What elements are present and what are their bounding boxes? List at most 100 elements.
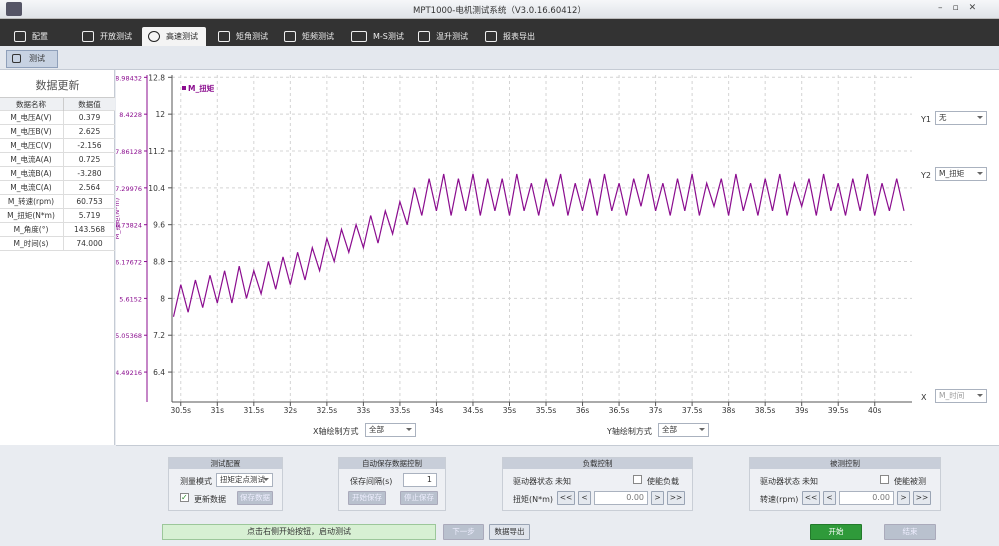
table-cell: 2.625 bbox=[63, 125, 115, 139]
save-button[interactable]: 保存数据 bbox=[237, 491, 273, 505]
y1-select[interactable]: 无 bbox=[935, 111, 987, 125]
table-cell: -2.156 bbox=[63, 139, 115, 153]
stop-button[interactable]: 结束 bbox=[884, 524, 936, 540]
start-save-button[interactable]: 开始保存 bbox=[348, 491, 386, 505]
x-tick-label: 37s bbox=[649, 406, 663, 415]
label: 更新数据 bbox=[194, 495, 226, 504]
group-title: 测试配置 bbox=[169, 458, 282, 469]
step-button[interactable]: > bbox=[651, 491, 664, 505]
table-cell: M_扭矩(N*m) bbox=[7, 211, 55, 220]
y-tick-label: 9.6 bbox=[153, 221, 165, 230]
y-tick-label: 12 bbox=[155, 110, 165, 119]
step-button[interactable]: << bbox=[557, 491, 575, 505]
control-area bbox=[116, 445, 999, 546]
table-cell: M_电压B(V) bbox=[10, 127, 52, 136]
table-header: 数据名称 数据值 bbox=[0, 97, 115, 112]
table-cell: M_电流C(A) bbox=[10, 183, 52, 192]
x-mode-select[interactable]: 全部 bbox=[365, 423, 416, 437]
y-tick-label: 7.2 bbox=[153, 331, 165, 340]
series-line bbox=[172, 173, 905, 317]
table-row: M_扭矩(N*m) 5.719 bbox=[0, 209, 115, 223]
tab[interactable]: 矩频测试 bbox=[278, 27, 338, 46]
load-control-group: 负载控制 驱动器状态 未知 使能负载 扭矩(N*m) << < 0.00 > >… bbox=[502, 457, 693, 511]
test-config-group: 测试配置 测量模式 扭矩定点测试 ✓ 更新数据 保存数据 bbox=[168, 457, 283, 511]
tab[interactable]: M-S测试 bbox=[345, 27, 407, 46]
speed-input[interactable]: 0.00 bbox=[839, 491, 894, 505]
window-title: MPT1000-电机测试系统（V3.0.16.60412） bbox=[413, 6, 586, 16]
tab[interactable]: 开放测试 bbox=[76, 27, 138, 46]
table-cell: 2.564 bbox=[63, 181, 115, 195]
table-row: M_角度(°) 143.568 bbox=[0, 223, 115, 237]
table-cell: 74.000 bbox=[63, 237, 115, 251]
checkbox[interactable] bbox=[880, 475, 889, 484]
x-tick-label: 38.5s bbox=[755, 406, 776, 415]
table-cell: M_电压C(V) bbox=[10, 141, 52, 150]
step-button[interactable]: >> bbox=[913, 491, 931, 505]
y2-label: Y2 bbox=[921, 171, 931, 180]
step-button[interactable]: << bbox=[802, 491, 820, 505]
status-value: 未知 bbox=[555, 477, 571, 486]
table-row: M_电流B(A) -3.280 bbox=[0, 167, 115, 181]
x-tick-label: 36s bbox=[576, 406, 590, 415]
table-cell: 143.568 bbox=[63, 223, 115, 237]
step-button[interactable]: > bbox=[897, 491, 910, 505]
step-button[interactable]: < bbox=[823, 491, 836, 505]
status-value: 未知 bbox=[802, 477, 818, 486]
table-cell: 5.719 bbox=[63, 209, 115, 223]
step-button[interactable]: >> bbox=[667, 491, 685, 505]
step-button[interactable]: < bbox=[578, 491, 591, 505]
select-value: 扭矩定点测试 bbox=[220, 475, 265, 484]
x-tick-label: 40s bbox=[868, 406, 882, 415]
x-input[interactable]: M_时间 bbox=[935, 389, 987, 403]
table-row: M_转速(rpm) 60.753 bbox=[0, 195, 115, 209]
group-title: 负载控制 bbox=[503, 458, 692, 469]
label: 使能被测 bbox=[894, 477, 926, 486]
label: 转速(rpm) bbox=[760, 495, 799, 504]
next-button[interactable]: 下一步 bbox=[443, 524, 484, 540]
label: 测量模式 bbox=[180, 477, 212, 486]
table-row: M_电流A(A) 0.725 bbox=[0, 153, 115, 167]
table-cell: M_转速(rpm) bbox=[7, 197, 55, 206]
mode-select[interactable]: 扭矩定点测试 bbox=[216, 473, 273, 487]
y2-tick-label: 7.86128 bbox=[116, 148, 142, 156]
tab[interactable]: 配置 bbox=[8, 27, 70, 46]
tab[interactable]: 报表导出 bbox=[479, 27, 543, 46]
y-mode-select[interactable]: 全部 bbox=[658, 423, 709, 437]
tab-active[interactable]: 高速测试 bbox=[142, 27, 206, 46]
window-controls[interactable]: –▫✕ bbox=[938, 3, 987, 13]
data-panel: 数据更新 数据名称 数据值 M_电压A(V) 0.379 M_电压B(V) 2.625 M… bbox=[0, 70, 115, 445]
select-value: M_扭矩 bbox=[939, 169, 965, 178]
torque-input[interactable]: 0.00 bbox=[594, 491, 648, 505]
table-cell: 0.379 bbox=[63, 111, 115, 125]
interval-input[interactable]: 1 bbox=[403, 473, 437, 487]
checkbox[interactable] bbox=[633, 475, 642, 484]
table-cell: M_角度(°) bbox=[13, 225, 49, 234]
tab-label: 配置 bbox=[32, 32, 48, 41]
y-tick-label: 10.4 bbox=[148, 184, 165, 193]
x-tick-label: 31.5s bbox=[244, 406, 265, 415]
start-button[interactable]: 开始 bbox=[810, 524, 862, 540]
export-button[interactable]: 数据导出 bbox=[489, 524, 530, 540]
tab-label: 报表导出 bbox=[503, 32, 535, 41]
x-tick-label: 33s bbox=[357, 406, 371, 415]
chart-area: 30.5s 31s 31.5s 32s 32.5s 33s 33.5s 34s 34.5s 35s… bbox=[116, 70, 999, 445]
y-tick-label: 12.8 bbox=[148, 73, 165, 82]
checkbox-checked[interactable]: ✓ bbox=[180, 493, 189, 502]
test-button[interactable]: 测试 bbox=[6, 50, 58, 68]
tab-label: M-S测试 bbox=[373, 32, 404, 41]
tab-label: 温升测试 bbox=[436, 32, 468, 41]
tab[interactable]: 矩角测试 bbox=[212, 27, 272, 46]
y2-select[interactable]: M_扭矩 bbox=[935, 167, 987, 181]
x-tick-label: 34.5s bbox=[463, 406, 484, 415]
y2-axis-label: M_扭矩(N*m) bbox=[116, 198, 121, 239]
y-tick-label: 6.4 bbox=[153, 368, 165, 377]
label: 驱动器状态 bbox=[513, 477, 553, 486]
app-icon bbox=[6, 2, 22, 16]
x-tick-label: 31s bbox=[211, 406, 225, 415]
x-tick-label: 33.5s bbox=[390, 406, 411, 415]
tab[interactable]: 温升测试 bbox=[412, 27, 472, 46]
tab-label: 矩角测试 bbox=[236, 32, 268, 41]
stop-save-button[interactable]: 停止保存 bbox=[400, 491, 438, 505]
y2-tick-label: 4.49216 bbox=[116, 369, 142, 377]
label: 使能负载 bbox=[647, 477, 679, 486]
